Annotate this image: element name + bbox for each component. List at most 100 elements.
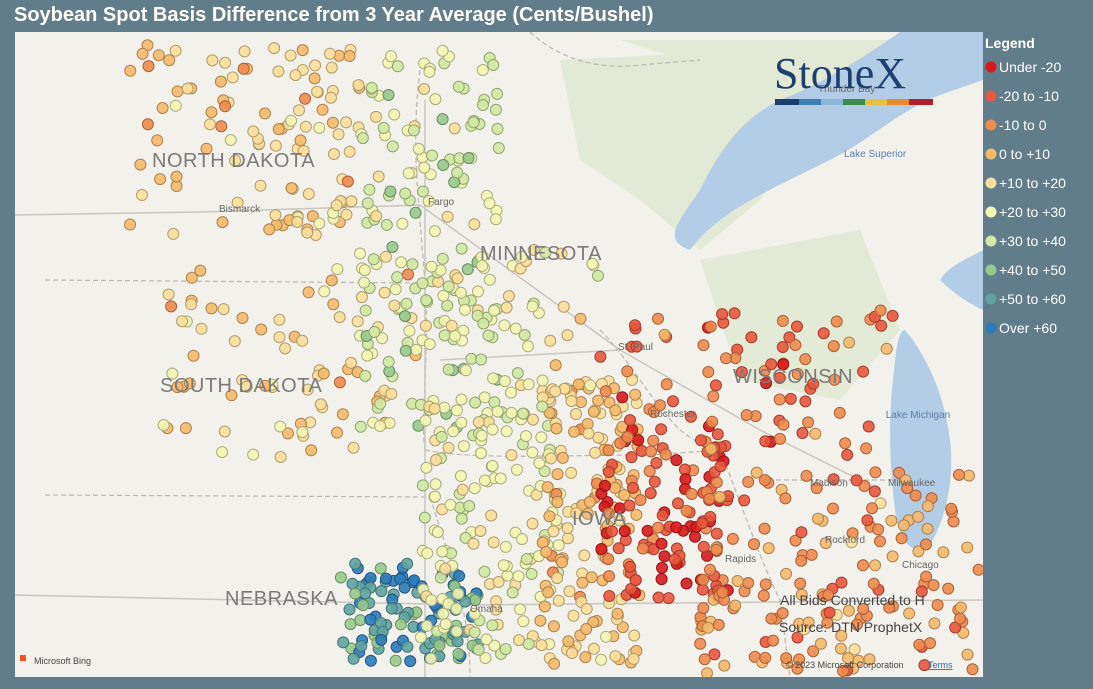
location-dot bbox=[621, 431, 634, 443]
location-dot bbox=[592, 269, 604, 282]
location-dot bbox=[972, 563, 983, 576]
location-dot bbox=[492, 142, 505, 154]
location-dot bbox=[848, 643, 861, 656]
location-dot bbox=[869, 559, 882, 572]
location-dot bbox=[511, 367, 524, 380]
legend-label: +20 to +30 bbox=[999, 204, 1066, 220]
location-dot bbox=[551, 468, 564, 481]
location-dot bbox=[822, 588, 835, 601]
map[interactable]: NORTH DAKOTA SOUTH DAKOTA MINNESOTA WISC… bbox=[15, 32, 984, 679]
location-dot bbox=[499, 643, 512, 656]
location-dot bbox=[810, 482, 823, 495]
location-dot bbox=[835, 576, 848, 589]
location-dot bbox=[478, 474, 491, 487]
location-dot bbox=[697, 602, 710, 615]
location-dot bbox=[845, 536, 858, 549]
location-dot bbox=[850, 474, 863, 487]
location-dot bbox=[418, 161, 431, 174]
location-dot bbox=[680, 577, 693, 590]
location-dot bbox=[349, 587, 362, 600]
location-dot bbox=[228, 335, 241, 348]
location-dot bbox=[777, 358, 790, 371]
location-dot bbox=[602, 444, 615, 457]
location-dot bbox=[436, 113, 449, 126]
location-dot bbox=[326, 116, 339, 129]
location-dot bbox=[655, 423, 668, 436]
location-dot bbox=[594, 350, 607, 363]
location-dot bbox=[302, 286, 315, 299]
location-dot bbox=[789, 339, 802, 351]
lake-superior bbox=[674, 32, 983, 250]
location-dot bbox=[296, 334, 309, 347]
city-label: St. Paul bbox=[618, 342, 653, 353]
location-dot bbox=[487, 536, 500, 549]
location-dot bbox=[311, 85, 323, 98]
location-dot bbox=[517, 615, 530, 628]
location-dot bbox=[274, 451, 287, 463]
location-dot bbox=[584, 379, 597, 392]
location-dot bbox=[378, 286, 391, 299]
location-dot bbox=[406, 258, 419, 271]
location-dot bbox=[552, 539, 565, 552]
location-dot bbox=[966, 663, 979, 676]
location-dot bbox=[400, 297, 413, 310]
location-dot bbox=[505, 406, 518, 419]
location-dot bbox=[710, 476, 723, 489]
location-dot bbox=[551, 496, 564, 508]
legend-label: -10 to 0 bbox=[999, 117, 1047, 133]
location-dot bbox=[526, 446, 539, 459]
location-dot bbox=[284, 49, 297, 62]
legend-swatch bbox=[985, 61, 997, 73]
location-dot bbox=[526, 300, 539, 313]
location-dot bbox=[533, 457, 546, 470]
location-dot bbox=[363, 183, 376, 196]
location-dot bbox=[500, 301, 513, 314]
location-dot bbox=[200, 142, 213, 155]
location-dot bbox=[274, 420, 287, 433]
location-dot bbox=[543, 510, 556, 523]
location-dot bbox=[422, 195, 435, 207]
location-dot bbox=[478, 565, 491, 578]
location-dot bbox=[731, 575, 744, 587]
location-dot bbox=[425, 594, 438, 607]
location-dot bbox=[272, 123, 285, 136]
location-dot bbox=[602, 466, 615, 478]
location-dot bbox=[461, 263, 474, 276]
location-dot bbox=[450, 625, 463, 638]
location-dot bbox=[404, 655, 417, 668]
location-dot bbox=[345, 356, 357, 369]
location-dot bbox=[758, 522, 771, 535]
location-dot bbox=[285, 114, 298, 127]
location-dot bbox=[835, 629, 848, 642]
location-dot bbox=[795, 526, 808, 539]
location-dot bbox=[401, 557, 414, 570]
location-dot bbox=[561, 329, 574, 342]
location-dot bbox=[875, 319, 888, 332]
city-label: Milwaukee bbox=[888, 478, 936, 489]
location-dot bbox=[398, 581, 411, 594]
location-dot bbox=[386, 140, 399, 153]
location-dot bbox=[705, 443, 717, 455]
location-dot bbox=[296, 44, 309, 57]
location-dot bbox=[272, 65, 285, 78]
location-dot bbox=[697, 573, 710, 586]
location-dot bbox=[475, 447, 487, 460]
location-dot bbox=[913, 638, 926, 651]
location-dot bbox=[698, 653, 711, 666]
location-dot bbox=[282, 427, 294, 440]
location-dot bbox=[548, 657, 561, 670]
location-dot bbox=[204, 118, 216, 131]
location-dot bbox=[893, 466, 906, 479]
location-dot bbox=[517, 407, 529, 420]
terms-link[interactable]: Terms bbox=[928, 660, 953, 670]
location-dot bbox=[817, 327, 830, 340]
location-dot bbox=[424, 652, 437, 665]
location-dot bbox=[953, 468, 965, 481]
location-dot bbox=[154, 173, 167, 186]
logo-text: StoneX bbox=[774, 49, 906, 98]
location-dot bbox=[358, 276, 371, 289]
location-dot bbox=[435, 430, 448, 443]
location-dot bbox=[134, 158, 147, 171]
location-dot bbox=[921, 500, 934, 513]
